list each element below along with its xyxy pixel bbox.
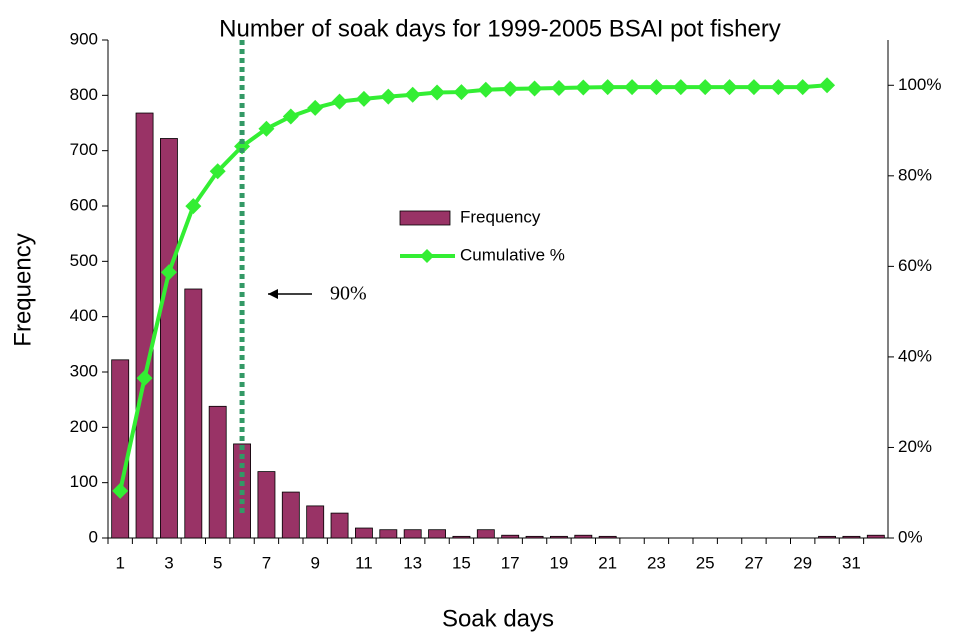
marker — [819, 77, 836, 94]
marker — [477, 81, 494, 98]
marker — [794, 79, 811, 96]
marker — [307, 99, 324, 116]
marker — [112, 482, 129, 499]
x-tick-label: 29 — [793, 553, 812, 572]
bar — [842, 535, 861, 539]
bar — [111, 359, 130, 539]
bar — [501, 534, 520, 539]
x-tick-label: 27 — [744, 553, 763, 572]
bar — [184, 288, 203, 539]
bar — [452, 535, 471, 539]
marker — [258, 120, 275, 137]
chart-title: Number of soak days for 1999-2005 BSAI p… — [219, 15, 781, 42]
bar — [306, 505, 325, 539]
marker — [550, 79, 567, 96]
marker — [185, 198, 202, 215]
y-tick-label: 400 — [70, 306, 98, 325]
marker — [331, 93, 348, 110]
bar — [550, 535, 568, 539]
bar — [135, 112, 154, 539]
bar — [160, 138, 178, 539]
x-tick-label: 7 — [262, 553, 271, 572]
x-tick-label: 5 — [213, 553, 222, 572]
x-tick-label: 3 — [164, 553, 173, 572]
legend-label: Cumulative % — [460, 245, 565, 264]
marker — [599, 79, 616, 96]
y2-tick-label: 80% — [898, 165, 932, 184]
marker — [453, 84, 470, 101]
marker — [234, 138, 251, 155]
y2-tick-label: 100% — [898, 75, 941, 94]
y-tick-label: 300 — [70, 361, 98, 380]
y2-tick-label: 40% — [898, 346, 932, 365]
marker — [160, 264, 177, 281]
x-tick-label: 1 — [115, 553, 124, 572]
y2-tick-label: 20% — [898, 437, 932, 456]
y2-tick-label: 60% — [898, 256, 932, 275]
marker — [624, 79, 641, 96]
marker — [672, 79, 689, 96]
y-tick-label: 0 — [89, 527, 98, 546]
annotation: 90% — [330, 283, 367, 305]
x-tick-label: 31 — [842, 553, 861, 572]
bar — [281, 491, 300, 539]
x-tick-label: 9 — [310, 553, 319, 572]
marker — [575, 79, 592, 96]
bar — [355, 527, 373, 539]
bar — [598, 535, 617, 539]
marker — [745, 79, 762, 96]
legend-label: Frequency — [460, 207, 541, 226]
bar — [428, 529, 446, 539]
legend-marker — [420, 249, 434, 263]
y-tick-label: 900 — [70, 29, 98, 48]
marker — [136, 370, 153, 387]
marker — [526, 80, 543, 97]
x-tick-label: 17 — [501, 553, 520, 572]
marker — [209, 163, 226, 180]
y-tick-label: 100 — [70, 472, 98, 491]
y-tick-label: 700 — [70, 140, 98, 159]
marker — [355, 90, 372, 107]
bar — [525, 535, 544, 539]
x-tick-label: 15 — [452, 553, 471, 572]
x-tick-label: 23 — [647, 553, 666, 572]
x-tick-label: 25 — [696, 553, 715, 572]
legend-swatch — [399, 210, 451, 226]
y-tick-label: 500 — [70, 251, 98, 270]
y2-tick-label: 0% — [898, 527, 923, 546]
bar — [330, 512, 349, 539]
bar — [818, 535, 836, 539]
y-axis-label: Frequency — [9, 233, 36, 346]
x-tick-label: 13 — [403, 553, 422, 572]
bar — [403, 529, 422, 539]
bar — [208, 405, 227, 539]
x-tick-label: 11 — [355, 553, 373, 572]
marker — [648, 79, 665, 96]
bar — [257, 471, 276, 539]
y-tick-label: 600 — [70, 195, 98, 214]
marker — [282, 108, 299, 125]
bar — [379, 529, 398, 539]
bar — [866, 534, 885, 539]
marker — [721, 79, 738, 96]
bar — [476, 529, 495, 539]
annotation-arrowhead — [268, 289, 278, 299]
y-tick-label: 200 — [70, 417, 98, 436]
marker — [404, 86, 421, 103]
y-tick-label: 800 — [70, 85, 98, 104]
x-axis-label: Soak days — [442, 605, 554, 632]
bar — [574, 534, 593, 539]
marker — [429, 84, 446, 101]
x-tick-label: 21 — [598, 553, 617, 572]
marker — [380, 88, 397, 105]
marker — [770, 79, 787, 96]
marker — [697, 79, 714, 96]
marker — [502, 80, 519, 97]
x-tick-label: 19 — [549, 553, 568, 572]
